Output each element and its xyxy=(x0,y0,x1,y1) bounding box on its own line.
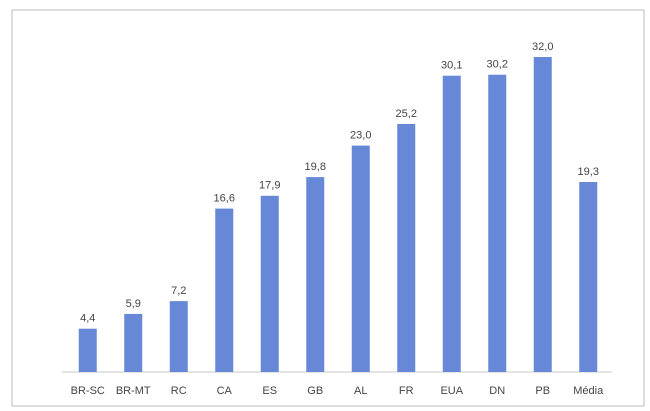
bar xyxy=(533,57,552,372)
bar xyxy=(351,145,370,372)
x-tick-label: GB xyxy=(307,385,323,397)
x-tick-label: CA xyxy=(217,385,233,397)
data-label: 4,4 xyxy=(80,313,95,325)
data-label: 19,8 xyxy=(305,161,326,173)
bar xyxy=(215,208,234,372)
bar xyxy=(306,177,325,372)
data-label: 30,1 xyxy=(441,60,462,72)
bar xyxy=(78,328,97,372)
bar xyxy=(442,75,461,372)
x-tick-label: EUA xyxy=(440,385,463,397)
bar xyxy=(488,74,507,372)
data-label: 30,2 xyxy=(487,59,508,71)
bar xyxy=(397,123,416,372)
data-label: 5,9 xyxy=(126,298,141,310)
data-label: 17,9 xyxy=(259,180,280,192)
x-tick-label: FR xyxy=(399,385,414,397)
data-label: 7,2 xyxy=(171,285,186,297)
x-tick-label: BR-SC xyxy=(71,385,105,397)
bar xyxy=(579,182,598,372)
data-label: 32,0 xyxy=(532,41,553,53)
x-tick-label: DN xyxy=(489,385,505,397)
x-tick-label: AL xyxy=(354,385,367,397)
bar xyxy=(260,195,279,372)
x-tick-label: BR-MT xyxy=(116,385,151,397)
x-tick-label: PB xyxy=(535,385,550,397)
x-tick-label: RC xyxy=(171,385,187,397)
data-label: 23,0 xyxy=(350,130,371,142)
bar xyxy=(169,301,188,372)
data-label: 25,2 xyxy=(396,108,417,120)
x-tick-label: ES xyxy=(262,385,277,397)
data-label: 16,6 xyxy=(214,193,235,205)
x-tick-label: Média xyxy=(573,385,604,397)
data-label: 19,3 xyxy=(578,166,599,178)
bar xyxy=(124,313,143,372)
